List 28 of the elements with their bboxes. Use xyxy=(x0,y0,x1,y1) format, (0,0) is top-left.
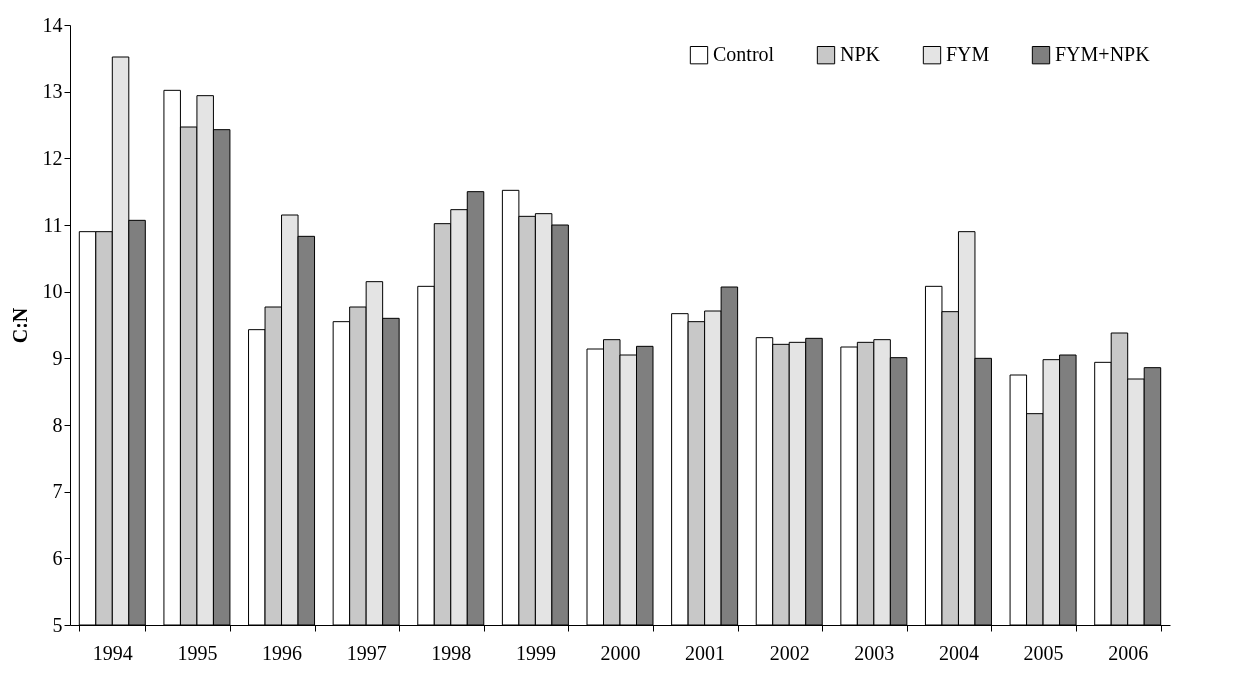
x-tick-label: 2003 xyxy=(854,641,895,664)
legend-label: FYM xyxy=(946,43,990,66)
y-axis-title: C:N xyxy=(8,307,31,344)
x-tick-label: 1997 xyxy=(346,641,387,664)
x-tick-label: 1994 xyxy=(92,641,133,664)
y-tick-label: 8 xyxy=(52,413,63,436)
y-tick-label: 5 xyxy=(52,613,63,636)
legend-label: FYM+NPK xyxy=(1055,43,1151,66)
y-tick-label: 12 xyxy=(42,146,63,169)
x-tick-label: 2001 xyxy=(685,641,726,664)
y-tick-label: 10 xyxy=(42,280,63,303)
y-tick-label: 14 xyxy=(42,13,63,36)
y-tick-label: 9 xyxy=(52,346,63,369)
y-tick-label: 7 xyxy=(52,480,63,503)
y-tick-label: 6 xyxy=(52,546,63,569)
legend-label: NPK xyxy=(840,43,881,66)
x-tick-label: 2004 xyxy=(938,641,979,664)
y-tick-label: 11 xyxy=(43,213,63,236)
y-tick-label: 13 xyxy=(42,80,63,103)
x-tick-label: 2002 xyxy=(769,641,810,664)
x-tick-label: 1998 xyxy=(431,641,472,664)
x-tick-label: 1999 xyxy=(515,641,556,664)
x-tick-label: 2005 xyxy=(1023,641,1064,664)
legend-label: Control xyxy=(713,43,775,66)
x-tick-label: 2006 xyxy=(1108,641,1149,664)
x-tick-label: 1995 xyxy=(177,641,218,664)
x-tick-label: 2000 xyxy=(600,641,641,664)
x-tick-label: 1996 xyxy=(262,641,303,664)
